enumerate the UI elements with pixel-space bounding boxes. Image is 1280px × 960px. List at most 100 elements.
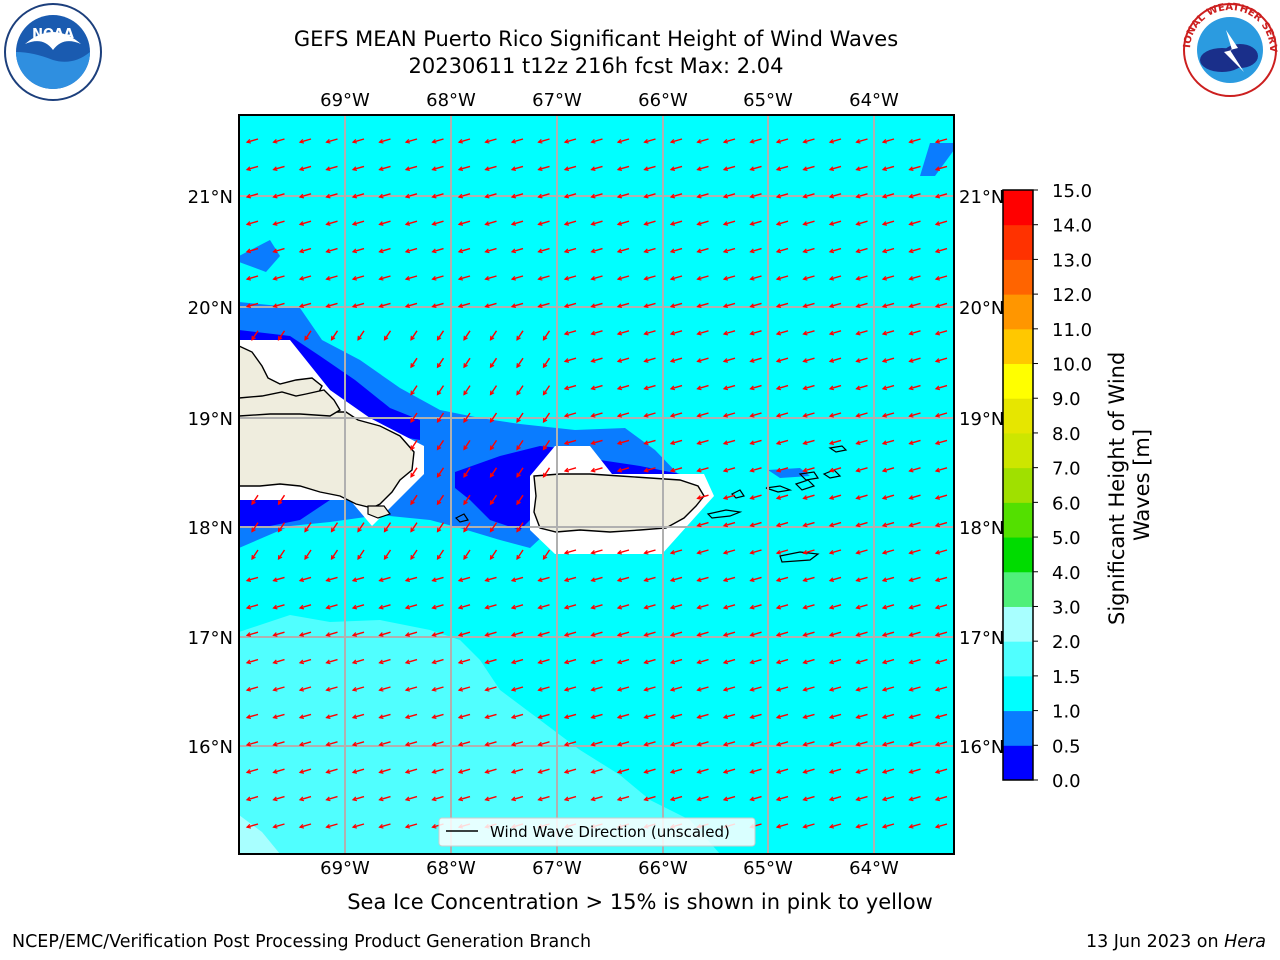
wave-direction-arrowhead: [378, 796, 384, 802]
wave-direction-arrowhead: [643, 221, 649, 226]
wave-direction-arrowhead: [298, 741, 305, 747]
wave-direction-arrowhead: [431, 166, 437, 172]
wave-direction-arrow: [935, 549, 948, 554]
wave-direction-arrowhead: [908, 632, 914, 637]
wave-direction-arrow: [935, 631, 948, 637]
wave-direction-arrow: [379, 741, 391, 746]
wave-direction-arrow: [750, 521, 762, 527]
wave-direction-arrowhead: [404, 303, 411, 309]
wave-direction-arrowhead: [696, 604, 702, 610]
wave-direction-arrowhead: [775, 330, 782, 336]
wave-direction-arrowhead: [722, 330, 729, 336]
wave-direction-arrowhead: [245, 659, 252, 665]
wave-direction-arrowhead: [463, 335, 468, 341]
wave-direction-arrowhead: [325, 193, 331, 199]
wave-direction-arrowhead: [563, 741, 570, 747]
wave-direction-arrowhead: [431, 577, 437, 583]
wave-direction-arrowhead: [489, 417, 495, 424]
wave-direction-arrow: [436, 522, 445, 532]
wave-direction-arrowhead: [908, 166, 914, 172]
wave-direction-arrowhead: [383, 527, 389, 533]
wave-direction-arrow: [463, 549, 471, 560]
wave-direction-arrowhead: [934, 769, 941, 774]
wave-direction-arrowhead: [590, 632, 596, 637]
wave-direction-arrow: [542, 412, 551, 423]
colorbar-segment: [1003, 502, 1033, 538]
wave-direction-arrow: [405, 686, 418, 691]
wave-direction-arrowhead: [669, 166, 676, 172]
wave-direction-arrow: [644, 357, 656, 363]
wave-direction-arrow: [432, 604, 444, 609]
wave-direction-arrow: [829, 330, 842, 335]
wave-direction-arrowhead: [590, 577, 596, 583]
wave-direction-arrowhead: [908, 604, 914, 610]
wave-direction-arrow: [379, 576, 391, 582]
wave-direction-arrowhead: [436, 472, 442, 478]
wave-direction-arrow: [458, 604, 471, 609]
wave-direction-arrowhead: [378, 138, 384, 144]
wave-direction-arrowhead: [590, 796, 596, 802]
wave-direction-arrow: [935, 467, 948, 472]
wave-direction-arrowhead: [563, 604, 570, 610]
wave-direction-arrowhead: [537, 632, 543, 637]
wave-direction-arrow: [617, 439, 630, 445]
wave-direction-arrow: [644, 658, 656, 664]
wave-direction-arrow: [458, 193, 471, 198]
wave-direction-arrow: [670, 439, 683, 445]
wave-direction-arrowhead: [245, 632, 252, 637]
wave-direction-arrow: [644, 193, 656, 198]
wave-direction-arrow: [617, 220, 630, 226]
wave-direction-arrowhead: [463, 527, 468, 533]
wave-direction-arrowhead: [934, 385, 941, 391]
wave-direction-arrowhead: [749, 248, 755, 254]
wave-direction-arrowhead: [749, 549, 755, 555]
wave-direction-arrowhead: [934, 522, 941, 528]
wave-direction-arrow: [379, 302, 391, 308]
wave-direction-arrow: [432, 631, 444, 637]
wave-direction-arrowhead: [542, 417, 548, 424]
wave-direction-arrow: [432, 741, 444, 746]
sea-ice-note: Sea Ice Concentration > 15% is shown in …: [347, 890, 933, 914]
wave-direction-arrow: [617, 330, 630, 335]
wave-direction-arrow: [697, 576, 709, 582]
wave-direction-arrow: [935, 576, 948, 582]
wave-direction-arrow: [542, 440, 551, 450]
wave-direction-arrowhead: [722, 275, 729, 281]
wave-direction-arrow: [591, 741, 603, 746]
wave-direction-arrow: [489, 385, 498, 395]
wave-direction-arrow: [273, 220, 285, 226]
wave-direction-arrowhead: [351, 769, 358, 774]
wave-direction-arrowhead: [516, 554, 521, 561]
wave-direction-arrowhead: [537, 714, 543, 720]
wave-direction-arrowhead: [537, 796, 543, 802]
wave-direction-arrow: [829, 658, 842, 664]
wave-direction-arrow: [458, 658, 471, 664]
wave-direction-arrow: [564, 247, 577, 253]
wave-direction-arrow: [882, 686, 895, 691]
wave-direction-arrowhead: [542, 390, 548, 396]
wave-direction-arrow: [299, 686, 312, 691]
wave-direction-arrow: [882, 549, 895, 554]
wave-direction-arrow: [776, 165, 789, 171]
wave-direction-arrow: [617, 412, 630, 417]
wave-direction-arrow: [856, 521, 868, 527]
wave-direction-arrowhead: [749, 632, 755, 637]
wave-direction-arrowhead: [722, 686, 729, 692]
wave-direction-arrowhead: [431, 303, 437, 309]
wave-direction-arrowhead: [272, 275, 278, 281]
wave-direction-arrow: [458, 686, 471, 691]
wave-direction-arrowhead: [775, 248, 782, 254]
wave-direction-arrow: [670, 165, 683, 171]
wave-direction-arrowhead: [802, 138, 808, 144]
wave-direction-arrow: [458, 165, 471, 171]
wave-direction-arrow: [617, 247, 630, 253]
wave-direction-arrowhead: [378, 714, 384, 720]
wave-direction-arrow: [909, 165, 921, 171]
wave-direction-arrow: [697, 467, 709, 472]
wave-direction-arrowhead: [881, 275, 888, 281]
wave-direction-arrow: [617, 795, 630, 801]
wave-direction-arrowhead: [749, 221, 755, 226]
wave-direction-arrow: [750, 795, 762, 801]
wave-direction-arrow: [829, 549, 842, 554]
wave-direction-arrowhead: [802, 467, 808, 473]
